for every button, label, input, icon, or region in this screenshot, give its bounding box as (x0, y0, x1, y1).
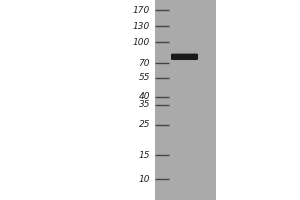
Text: 40: 40 (139, 92, 150, 101)
Bar (154, 0, 216, 200)
Text: 70: 70 (139, 59, 150, 68)
Text: 35: 35 (139, 100, 150, 109)
Text: 170: 170 (133, 6, 150, 15)
Text: 100: 100 (133, 38, 150, 47)
FancyBboxPatch shape (171, 54, 198, 60)
Text: 10: 10 (139, 175, 150, 184)
Text: 130: 130 (133, 22, 150, 31)
Text: 55: 55 (139, 73, 150, 82)
Text: 15: 15 (139, 151, 150, 160)
Text: 25: 25 (139, 120, 150, 129)
